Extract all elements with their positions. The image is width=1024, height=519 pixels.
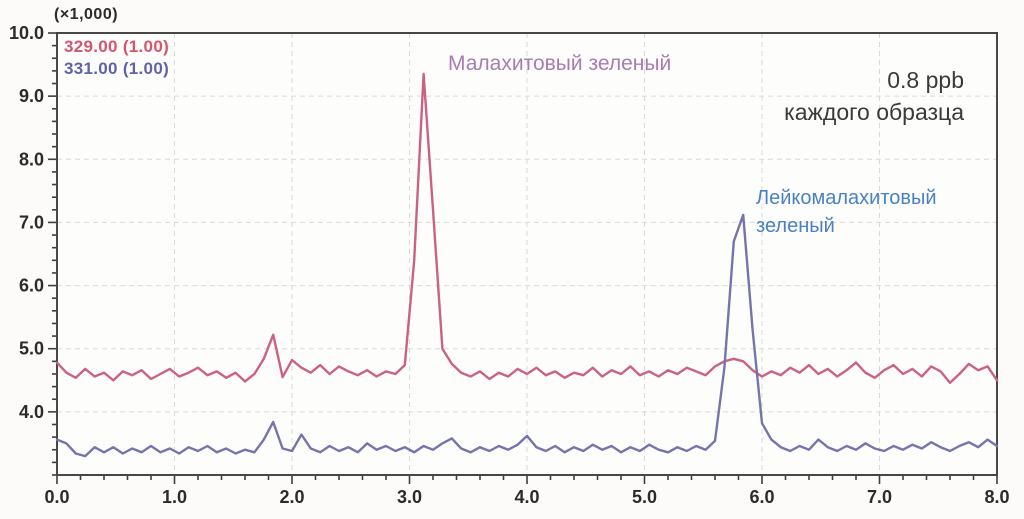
legend: 329.00 (1.00) 331.00 (1.00) [64,36,169,80]
x-tick-label: 8.0 [984,487,1009,507]
leuco-line1: Лейкомалахитовый [756,187,937,209]
x-tick-label: 7.0 [867,487,892,507]
legend-item-329: 329.00 (1.00) [64,37,170,56]
leuco-line2: зеленый [756,215,835,237]
leucomalachite-green-peak-label: Лейкомалахитовый зеленый [756,184,937,240]
y-tick-label: 10.0 [9,23,44,43]
y-tick-label: 7.0 [19,212,44,232]
legend-item-331: 331.00 (1.00) [64,59,170,78]
x-tick-label: 1.0 [162,487,187,507]
y-tick-label: 9.0 [19,86,44,106]
malachite-green-peak-label: Малахитовый зеленый [448,52,672,75]
x-tick-label: 5.0 [632,487,657,507]
trace-331 [55,213,999,458]
y-tick-label: 8.0 [19,149,44,169]
x-tick-label: 2.0 [279,487,304,507]
y-tick-label: 6.0 [19,276,44,296]
concentration-line2: каждого образца [784,99,964,125]
trace-329 [55,72,999,384]
y-tick-label: 5.0 [19,339,44,359]
x-tick-label: 3.0 [397,487,422,507]
x-tick-label: 6.0 [749,487,774,507]
plot-frame [56,32,998,476]
x-tick-label: 0.0 [44,487,69,507]
y-tick-label: 4.0 [19,402,44,422]
concentration-annotation: 0.8 ppb каждого образца [784,64,964,128]
x-tick-label: 4.0 [514,487,539,507]
concentration-line1: 0.8 ppb [887,67,964,93]
y-axis-multiplier-label: (×1,000) [54,6,119,23]
